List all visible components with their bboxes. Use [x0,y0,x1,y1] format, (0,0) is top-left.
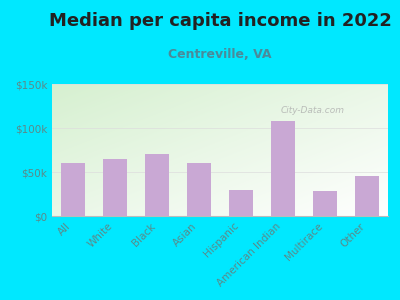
Bar [230,190,252,216]
Text: Median per capita income in 2022: Median per capita income in 2022 [48,12,392,30]
Bar [272,121,294,216]
Bar [62,163,84,216]
Bar [356,176,378,216]
Bar [146,154,168,216]
Text: Centreville, VA: Centreville, VA [168,47,272,61]
Bar [104,159,126,216]
Bar [188,163,210,216]
Text: City-Data.com: City-Data.com [280,106,344,115]
Bar [314,191,336,216]
